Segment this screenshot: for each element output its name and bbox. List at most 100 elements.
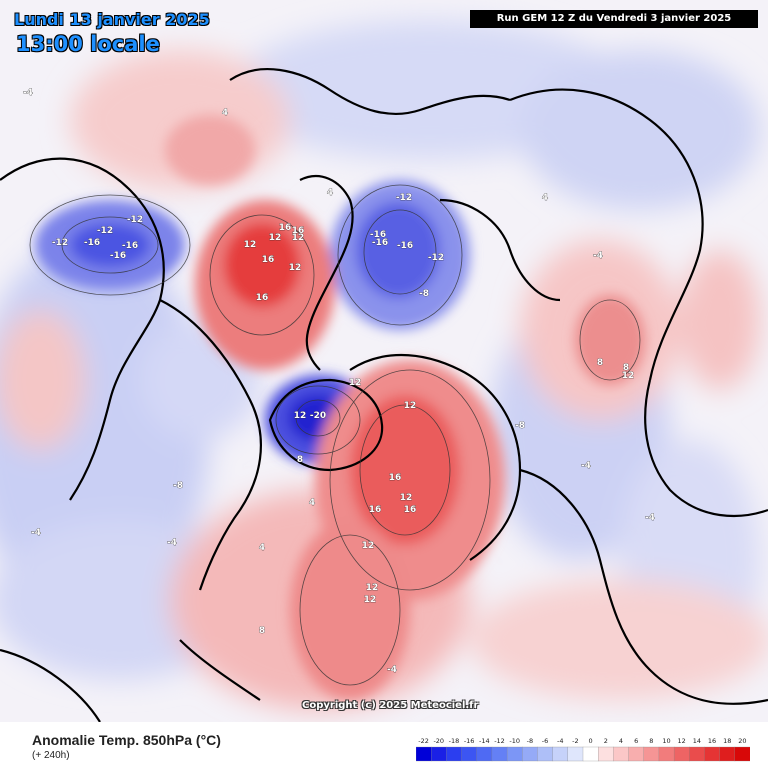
contour-label: 4 bbox=[309, 498, 315, 508]
contour-label: -4 bbox=[593, 251, 603, 261]
contour-label: 12 bbox=[349, 378, 362, 388]
contour-label: -16 bbox=[397, 241, 413, 251]
legend-tick: 14 bbox=[693, 737, 701, 745]
contour-label: -8 bbox=[515, 421, 525, 431]
legend-tick: -18 bbox=[449, 737, 460, 745]
legend-swatch bbox=[643, 746, 660, 762]
valid-date: Lundi 13 janvier 2025 bbox=[14, 10, 210, 29]
contour-label: 16 bbox=[279, 223, 292, 233]
legend-tick: 2 bbox=[604, 737, 608, 745]
contour-label: 12 bbox=[294, 411, 307, 421]
contour-label: -4 bbox=[387, 665, 397, 675]
contour-label: 12 bbox=[292, 233, 305, 243]
legend-swatch bbox=[461, 746, 478, 762]
contour-label: 12 bbox=[400, 493, 413, 503]
legend-swatch bbox=[673, 746, 690, 762]
contour-label: 16 bbox=[389, 473, 402, 483]
contour-label: -12 bbox=[127, 215, 143, 225]
legend-tick: -4 bbox=[557, 737, 563, 745]
contour-label: 16 bbox=[292, 226, 305, 236]
legend-tick: 20 bbox=[738, 737, 746, 745]
contour-label: -4 bbox=[31, 528, 41, 538]
contour-label: 12 bbox=[244, 240, 257, 250]
contour-label: 12 bbox=[289, 263, 302, 273]
contour-label: 16 bbox=[262, 255, 275, 265]
product-title: Anomalie Temp. 850hPa (°C) bbox=[32, 732, 221, 748]
contour-label: 4 bbox=[222, 108, 228, 118]
contour-label: -4 bbox=[23, 88, 33, 98]
legend-tick: 0 bbox=[589, 737, 593, 745]
legend-swatch bbox=[537, 746, 554, 762]
legend-tick: 6 bbox=[634, 737, 638, 745]
legend-tick: -2 bbox=[572, 737, 578, 745]
contour-label: -4 bbox=[581, 461, 591, 471]
contour-label: 8 bbox=[597, 358, 603, 368]
legend-swatch bbox=[506, 746, 523, 762]
contour-label: -12 bbox=[396, 193, 412, 203]
contour-label: -8 bbox=[173, 481, 183, 491]
contour-label: 16 bbox=[404, 505, 417, 515]
contour-label: -16 bbox=[84, 238, 100, 248]
coastlines bbox=[0, 68, 768, 722]
legend-swatch bbox=[416, 746, 432, 762]
legend-tick: 8 bbox=[649, 737, 653, 745]
legend-tick: 12 bbox=[678, 737, 686, 745]
contour-label: -12 bbox=[52, 238, 68, 248]
contour-label: 8 bbox=[623, 363, 629, 373]
contour-label: 8 bbox=[259, 626, 265, 636]
legend-tick: -20 bbox=[433, 737, 444, 745]
valid-time: 13:00 locale bbox=[16, 32, 160, 56]
legend-swatch bbox=[446, 746, 462, 762]
legend-swatch bbox=[598, 746, 614, 762]
contour-label: -16 bbox=[110, 251, 126, 261]
legend-tick: -8 bbox=[527, 737, 533, 745]
contour-label: 12 bbox=[364, 595, 377, 605]
legend-swatch bbox=[476, 746, 493, 762]
contour-label: 8 bbox=[297, 455, 303, 465]
run-info: Run GEM 12 Z du Vendredi 3 janvier 2025 bbox=[470, 10, 758, 28]
contour-label: 16 bbox=[256, 293, 269, 303]
legend-tick: -22 bbox=[418, 737, 429, 745]
contour-label: 12 bbox=[269, 233, 282, 243]
legend-swatch bbox=[567, 746, 584, 762]
contour-label: 12 bbox=[622, 371, 635, 381]
legend-swatch bbox=[689, 746, 705, 762]
contour-label: 16 bbox=[369, 505, 382, 515]
legend-tick: -14 bbox=[479, 737, 490, 745]
legend-swatch bbox=[491, 746, 508, 762]
copyright: Copyright (c) 2025 Meteociel.fr bbox=[302, 700, 479, 711]
contour-label: -16 bbox=[370, 230, 386, 240]
legend-swatches bbox=[416, 746, 750, 762]
lead-time: (+ 240h) bbox=[32, 750, 70, 761]
legend-swatch bbox=[658, 746, 675, 762]
legend-tick: -16 bbox=[464, 737, 475, 745]
contour-lines bbox=[29, 184, 641, 686]
legend-swatch bbox=[552, 746, 569, 762]
contour-label: 4 bbox=[259, 543, 265, 553]
legend-swatch bbox=[522, 746, 538, 762]
contour-label: -16 bbox=[372, 238, 388, 248]
legend-swatch bbox=[582, 746, 599, 762]
legend-swatch bbox=[431, 746, 447, 762]
legend-swatch bbox=[704, 746, 721, 762]
contour-label: 12 bbox=[362, 541, 375, 551]
contour-label: 12 bbox=[366, 583, 379, 593]
legend-tick: 4 bbox=[619, 737, 623, 745]
legend-tick: 16 bbox=[708, 737, 716, 745]
contour-label: -16 bbox=[122, 241, 138, 251]
legend-swatch bbox=[734, 746, 750, 762]
contour-label: -4 bbox=[645, 513, 655, 523]
legend-swatch bbox=[719, 746, 736, 762]
contour-label: 4 bbox=[327, 188, 333, 198]
contour-label: -8 bbox=[419, 289, 429, 299]
contour-label: 4 bbox=[542, 193, 548, 203]
legend-swatch bbox=[628, 746, 645, 762]
legend-tick: 18 bbox=[723, 737, 731, 745]
legend-swatch bbox=[613, 746, 629, 762]
legend-tick: 10 bbox=[662, 737, 670, 745]
contour-label: -12 bbox=[428, 253, 444, 263]
contour-label: -4 bbox=[167, 538, 177, 548]
